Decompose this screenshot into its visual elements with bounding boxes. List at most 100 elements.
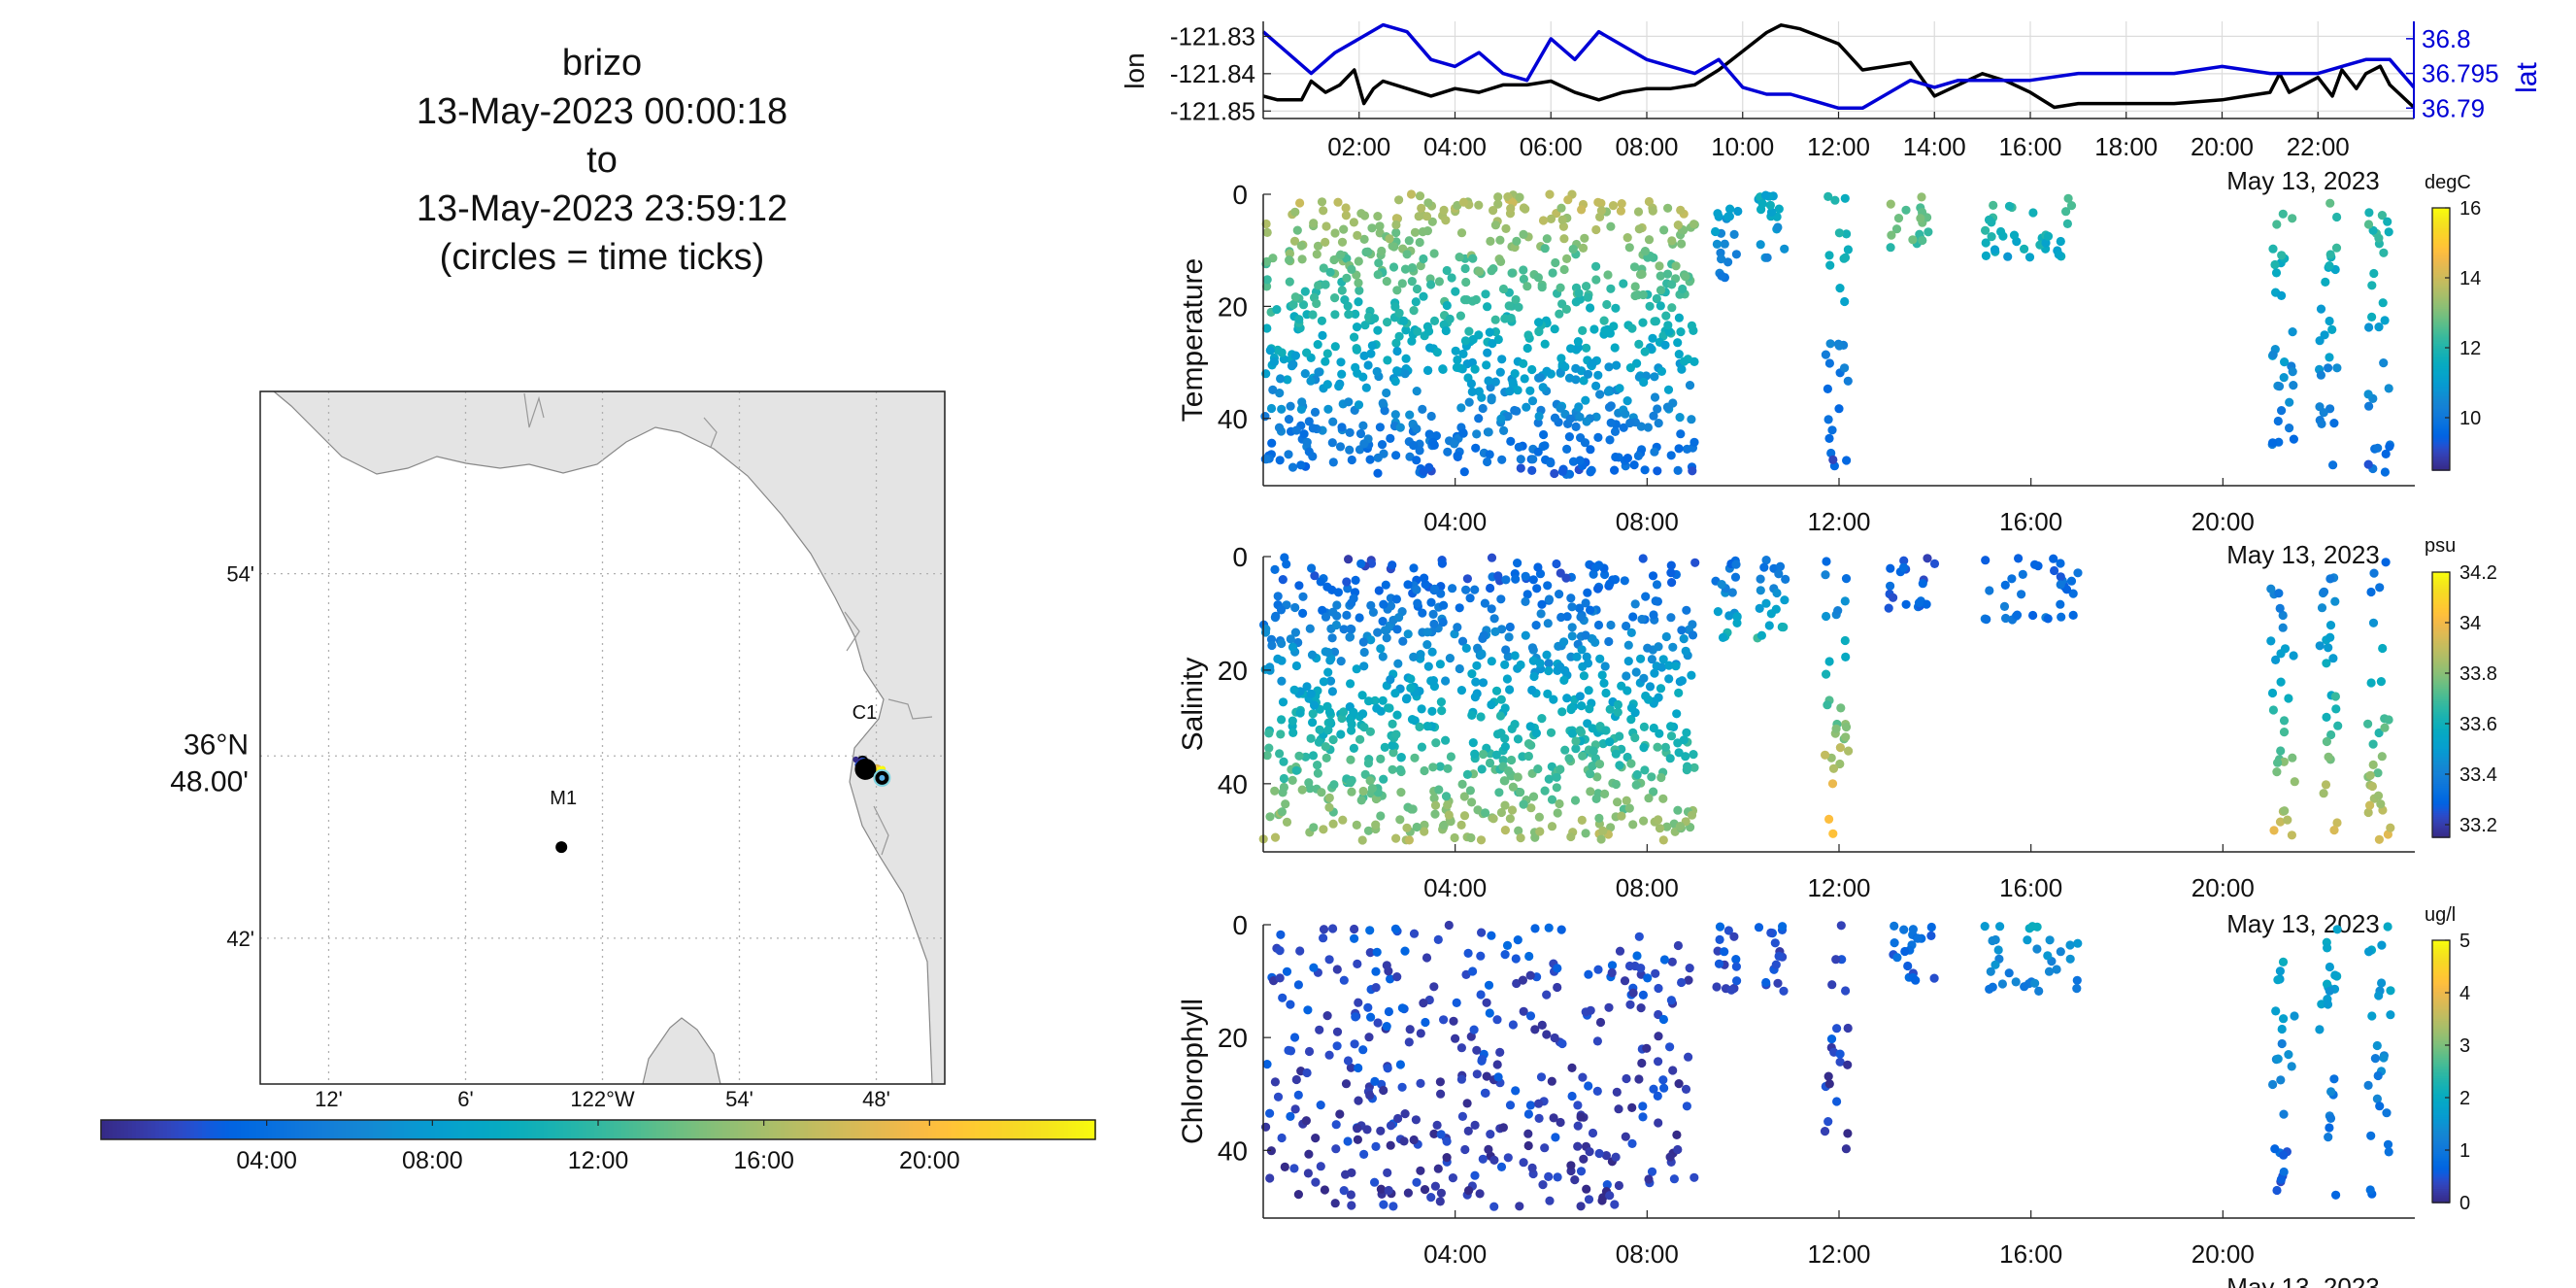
data-point xyxy=(1450,629,1459,639)
panel-y-tick-label: 20 xyxy=(1218,656,1248,686)
data-point xyxy=(1285,277,1294,287)
data-point xyxy=(1262,1060,1272,1069)
colorbar-segment xyxy=(2432,682,2450,685)
data-point xyxy=(1673,465,1683,475)
colorbar-segment xyxy=(2432,232,2450,236)
data-point xyxy=(1416,1166,1425,1175)
data-point xyxy=(1475,1189,1485,1199)
colorbar-segment xyxy=(439,1120,444,1139)
data-point xyxy=(1527,396,1538,406)
colorbar-segment xyxy=(2432,617,2450,621)
colorbar-segment xyxy=(2432,378,2450,381)
colorbar-segment xyxy=(369,1120,374,1139)
colorbar-segment xyxy=(2432,952,2450,956)
data-point xyxy=(1458,428,1468,438)
data-point xyxy=(1266,403,1277,414)
data-point xyxy=(1355,734,1365,744)
data-point xyxy=(1586,769,1595,779)
panel-x-tick-label: 20:00 xyxy=(2191,507,2255,536)
data-point xyxy=(1309,219,1319,228)
data-point xyxy=(2382,1108,2392,1118)
data-point xyxy=(2369,268,2379,279)
data-point xyxy=(1353,1135,1362,1144)
data-point xyxy=(1553,982,1562,993)
data-point xyxy=(1358,709,1368,719)
data-point xyxy=(1313,761,1322,770)
data-point xyxy=(1438,364,1448,374)
panel-y-axis-label: Temperature xyxy=(1177,258,1209,422)
data-point xyxy=(1590,562,1600,572)
colorbar-segment xyxy=(808,1120,813,1139)
colorbar-segment xyxy=(2432,463,2450,467)
data-point xyxy=(1279,782,1288,793)
data-point xyxy=(1310,571,1320,581)
colorbar-segment xyxy=(2432,1053,2450,1056)
colorbar-segment xyxy=(2432,299,2450,303)
data-point xyxy=(1825,260,1835,270)
data-point xyxy=(1278,575,1288,585)
colorbar-segment xyxy=(2432,437,2450,441)
colorbar-segment xyxy=(113,1120,117,1139)
colorbar-segment xyxy=(796,1120,801,1139)
data-point xyxy=(1612,360,1622,370)
data-point xyxy=(1276,605,1287,615)
data-point xyxy=(1644,794,1654,803)
panel-x-tick-label: 08:00 xyxy=(1616,1239,1679,1269)
data-point xyxy=(2363,459,2373,469)
data-point xyxy=(1841,574,1852,584)
colorbar-segment xyxy=(2432,332,2450,336)
data-point xyxy=(1656,662,1667,672)
data-point xyxy=(1424,326,1434,336)
data-point xyxy=(1629,262,1640,272)
data-point xyxy=(1321,753,1331,763)
data-point xyxy=(1436,1188,1446,1198)
data-point xyxy=(2325,632,2335,642)
data-point xyxy=(2072,975,2082,985)
colorbar-segment xyxy=(167,1120,172,1139)
data-point xyxy=(1299,429,1309,439)
panel-x-tick-label: 20:00 xyxy=(2191,873,2255,902)
data-point xyxy=(1412,284,1422,294)
data-point xyxy=(2330,692,2340,701)
colorbar-segment xyxy=(2432,1071,2450,1074)
data-point xyxy=(1270,832,1281,842)
colorbar-segment xyxy=(2432,253,2450,256)
colorbar-segment xyxy=(210,1120,215,1139)
data-point xyxy=(2384,715,2393,725)
data-point xyxy=(1486,1130,1495,1139)
colorbar-segment xyxy=(2432,236,2450,240)
data-point xyxy=(1533,418,1543,427)
colorbar-segment xyxy=(2432,271,2450,275)
data-point xyxy=(1993,945,2003,955)
data-point xyxy=(1419,466,1428,476)
data-point xyxy=(1500,800,1510,810)
data-point xyxy=(1506,204,1516,214)
data-point xyxy=(1325,676,1336,686)
colorbar-segment xyxy=(2432,291,2450,295)
data-point xyxy=(1288,642,1298,652)
data-point xyxy=(2284,694,2293,703)
data-point xyxy=(1606,823,1616,832)
colorbar-segment xyxy=(284,1120,288,1139)
data-point xyxy=(1649,787,1658,797)
data-point xyxy=(1331,1144,1341,1154)
colorbar-segment xyxy=(2432,410,2450,414)
data-point xyxy=(1464,397,1474,407)
position-panel: -121.83-121.84-121.8536.836.79536.7902:0… xyxy=(1120,21,2543,195)
data-point xyxy=(1637,269,1647,279)
data-point xyxy=(1687,810,1697,820)
colorbar-segment xyxy=(2432,1034,2450,1037)
colorbar-segment xyxy=(2432,1042,2450,1046)
data-point xyxy=(1510,651,1520,661)
colorbar-segment xyxy=(2432,1067,2450,1070)
colorbar-segment xyxy=(2432,426,2450,430)
data-point xyxy=(1274,423,1285,432)
data-point xyxy=(1279,757,1288,766)
colorbar-segment xyxy=(2432,322,2450,326)
data-point xyxy=(1595,390,1605,399)
data-point xyxy=(2383,1139,2393,1149)
data-point xyxy=(1840,596,1850,606)
data-point xyxy=(1415,191,1425,201)
colorbar-segment xyxy=(2432,430,2450,434)
data-point xyxy=(1836,921,1846,931)
